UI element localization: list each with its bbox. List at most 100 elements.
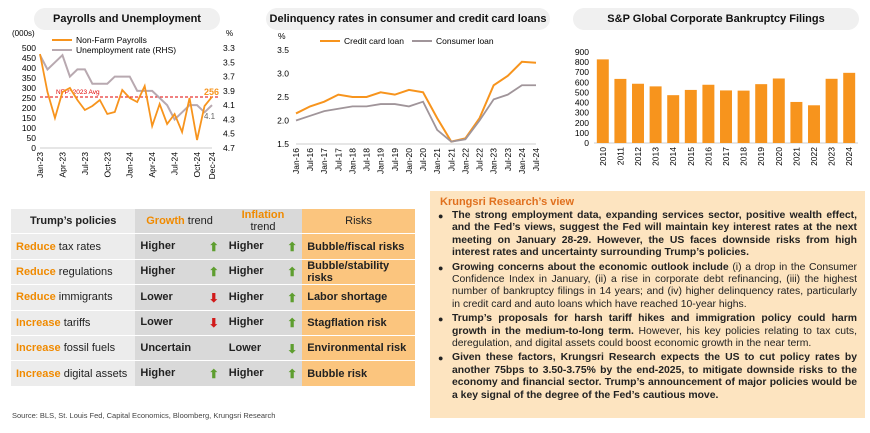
credit-card-line — [295, 60, 537, 143]
policy-verb: Increase — [16, 316, 61, 329]
y-tick-label: 2.5 — [277, 92, 289, 102]
x-tick-label: Jan-22 — [460, 148, 470, 174]
reference-line-label: NFP: 2023 Avg — [56, 89, 100, 96]
y-tick-label: 600 — [575, 77, 589, 87]
bar — [614, 78, 627, 143]
view-bullet-text: (i) a drop in the Consumer Confidence In… — [452, 261, 857, 310]
x-tick-label: Dec-24 — [207, 152, 217, 180]
growth-trend-cell: Lower ⬇ — [135, 284, 224, 311]
header-growth: Growth trend — [135, 209, 224, 235]
x-tick-label: Jul-20 — [418, 148, 428, 171]
view-bullet: Trump’s proposals for harsh tariff hikes… — [438, 313, 857, 350]
view-bullet-bold: The strong employment data, expanding se… — [452, 210, 857, 259]
bar — [790, 101, 803, 143]
growth-trend-cell: Higher ⬆ — [135, 360, 224, 387]
inflation-trend-cell-label: Lower — [228, 341, 262, 354]
bar — [825, 78, 838, 143]
up-arrow-icon: ⬆ — [287, 240, 298, 255]
x-tick-label: 2013 — [651, 147, 661, 166]
bar — [843, 72, 856, 143]
view-bullets: The strong employment data, expanding se… — [430, 210, 865, 402]
bar — [667, 95, 680, 143]
policy-cell: Increase fossil fuels — [11, 335, 136, 362]
y-right-tick: 4.1 — [223, 100, 235, 110]
policy-row: Reduce immigrants Lower ⬇ Higher ⬆ Labor shor… — [11, 284, 415, 311]
y-tick-label: 900 — [575, 47, 589, 57]
policy-verb: Increase — [16, 342, 61, 355]
policy-cell: Reduce regulations — [11, 259, 136, 286]
x-tick-label: 2016 — [703, 147, 713, 166]
bar — [684, 89, 697, 143]
x-tick-label: Jul-23 — [80, 152, 90, 175]
x-tick-label: Oct-23 — [102, 152, 112, 178]
x-tick-label: 2010 — [598, 147, 608, 166]
policy-verb: Reduce — [16, 291, 56, 304]
x-tick-label: Apr-24 — [147, 152, 157, 178]
x-tick-label: Jul-18 — [362, 148, 372, 171]
y-left-tick: 150 — [22, 113, 36, 123]
x-tick-label: 2015 — [686, 147, 696, 166]
y-tick-label: 200 — [575, 118, 589, 128]
up-arrow-icon: ⬆ — [287, 316, 298, 331]
y-left-tick: 250 — [22, 93, 36, 103]
y-right-tick: 3.9 — [223, 86, 235, 96]
x-tick-label: Jul-21 — [446, 148, 456, 171]
policy-object: immigrants — [55, 291, 113, 304]
growth-trend-cell-label: Lower — [140, 290, 173, 303]
x-tick-label: 2017 — [721, 147, 731, 166]
view-bullet: Growing concerns about the economic outl… — [438, 261, 857, 312]
policy-row: Reduce tax rates Higher ⬆ Higher ⬆ Bubble/fis… — [11, 233, 415, 260]
source-note: Source: BLS, St. Louis Fed, Capital Econ… — [12, 411, 276, 420]
policy-verb: Reduce — [16, 240, 56, 253]
policy-object: digital assets — [60, 367, 128, 380]
up-arrow-icon: ⬆ — [208, 265, 219, 280]
legend-credit-card-label: Credit card loan — [344, 36, 404, 46]
header-inflation-highlight: Inflation — [241, 209, 285, 222]
policy-table-body: Reduce tax rates Higher ⬆ Higher ⬆ Bubble/fis… — [11, 233, 415, 387]
y-tick-label: 100 — [575, 128, 589, 138]
y-left-tick: 450 — [22, 53, 36, 63]
bar — [755, 84, 768, 143]
risk-cell: Bubble/fiscal risks — [302, 233, 415, 260]
bar — [772, 78, 785, 143]
x-tick-label: 2014 — [668, 147, 678, 166]
x-tick-label: Jan-23 — [35, 152, 45, 178]
x-tick-label: Jul-24 — [531, 148, 541, 171]
chart1-title: Payrolls and Unemployment — [34, 8, 220, 30]
inflation-trend-cell-label: Higher — [228, 367, 264, 380]
y-left-tick: 300 — [22, 83, 36, 93]
y-left-tick: 200 — [22, 103, 36, 113]
growth-trend-cell-label: Uncertain — [140, 342, 192, 355]
view-bullet: The strong employment data, expanding se… — [438, 210, 857, 260]
up-arrow-icon: ⬆ — [287, 265, 298, 280]
up-arrow-icon: ⬆ — [208, 240, 219, 255]
risk-cell: Bubble/stability risks — [302, 259, 415, 286]
growth-trend-cell: Higher ⬆ — [135, 259, 224, 286]
krungsri-view-box: Krungsri Research’s view The strong empl… — [430, 191, 865, 418]
y-right-tick: 4.7 — [223, 143, 235, 153]
policy-row: Increase fossil fuels Uncertain Lower ⬇ Envi… — [11, 335, 415, 362]
y-tick-label: 500 — [575, 87, 589, 97]
legend-payrolls-label: Non-Farm Payrolls — [76, 35, 147, 45]
policy-object: tariffs — [60, 316, 91, 329]
inflation-trend-cell: Higher ⬆ — [223, 310, 303, 336]
y-tick-label: 0 — [584, 138, 589, 148]
x-tick-label: 2020 — [774, 147, 784, 166]
policy-verb: Increase — [16, 367, 61, 380]
risk-cell: Stagflation risk — [302, 310, 415, 336]
y-tick-label: 400 — [575, 98, 589, 108]
y-tick-label: 1.5 — [277, 139, 289, 149]
bar — [808, 105, 820, 143]
y-left-tick: 100 — [22, 123, 36, 133]
policy-table-header: Trump’s policies Growth trend Inflation … — [11, 209, 415, 235]
x-tick-label: Jul-24 — [170, 152, 180, 175]
inflation-trend-cell-label: Higher — [228, 290, 264, 303]
left-axis-label: (000s) — [12, 29, 35, 38]
last-unemployment-annotation: 4.1 — [204, 112, 216, 121]
y-left-tick: 0 — [31, 143, 36, 153]
header-growth-rest: trend — [184, 215, 213, 228]
header-growth-highlight: Growth — [146, 215, 185, 228]
x-tick-label: 2011 — [615, 147, 625, 166]
